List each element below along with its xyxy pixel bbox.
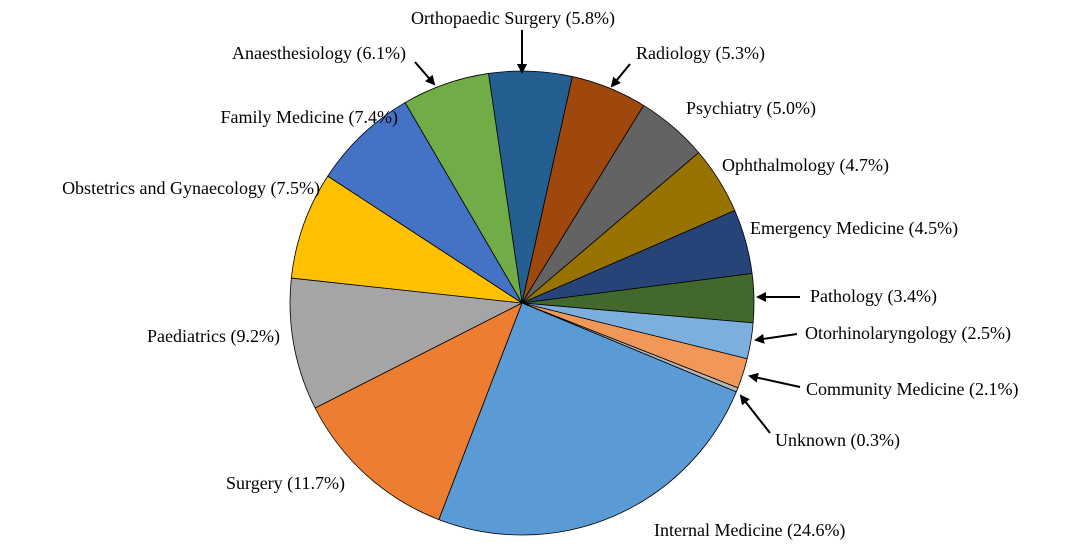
data-label-ophthalmology: Ophthalmology (4.7%) <box>722 155 889 176</box>
data-label-otorhinolaryngology: Otorhinolaryngology (2.5%) <box>805 323 1011 344</box>
pie-slice-family-medicine <box>327 102 523 304</box>
data-label-paediatrics: Paediatrics (9.2%) <box>147 326 280 347</box>
data-label-orthopaedic-surgery: Orthopaedic Surgery (5.8%) <box>411 8 615 29</box>
data-label-pathology: Pathology (3.4%) <box>810 286 937 307</box>
data-label-anaesthesiology: Anaesthesiology (6.1%) <box>232 43 406 64</box>
data-label-family-medicine: Family Medicine (7.4%) <box>221 107 398 128</box>
pie-slice-surgery <box>314 302 523 521</box>
pie-slice-obstetrics-and-gynaecology <box>290 175 523 304</box>
data-label-surgery: Surgery (11.7%) <box>226 473 345 494</box>
leader-arrow-community-medicine <box>748 372 801 388</box>
pie-slice-paediatrics <box>289 277 524 409</box>
data-label-emergency-medicine: Emergency Medicine (4.5%) <box>750 218 958 239</box>
data-label-internal-medicine: Internal Medicine (24.6%) <box>654 520 845 541</box>
pie-slice-internal-medicine <box>438 302 737 536</box>
leader-arrow-otorhinolaryngology <box>754 333 798 344</box>
data-label-community-medicine: Community Medicine (2.1%) <box>806 379 1018 400</box>
pie-slice-anaesthesiology <box>404 72 523 304</box>
leader-arrow-radiology <box>610 63 631 88</box>
data-label-radiology: Radiology (5.3%) <box>636 43 765 64</box>
data-label-unknown: Unknown (0.3%) <box>775 430 900 451</box>
data-label-psychiatry: Psychiatry (5.0%) <box>686 98 816 119</box>
leader-arrow-unknown <box>739 394 771 434</box>
leader-arrow-anaesthesiology <box>414 61 436 86</box>
data-label-obstetrics-and-gynaecology: Obstetrics and Gynaecology (7.5%) <box>62 178 320 199</box>
